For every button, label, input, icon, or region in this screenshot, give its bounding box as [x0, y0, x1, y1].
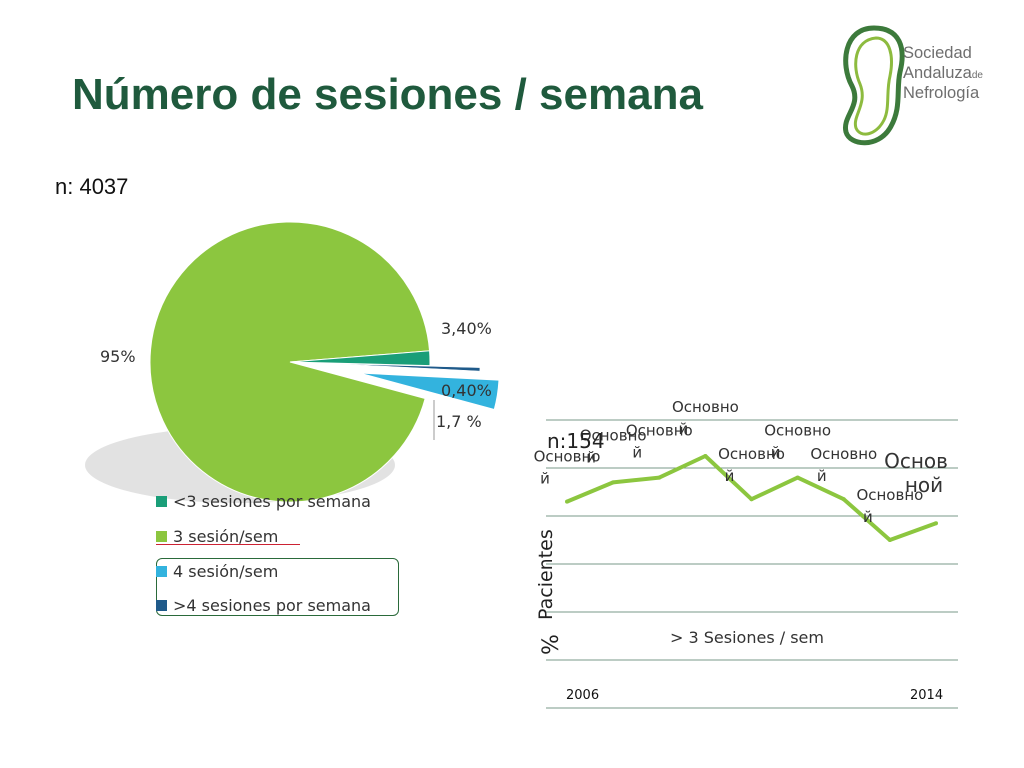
- line-point: [565, 499, 569, 504]
- pie-slice-eq4: [359, 372, 500, 411]
- y-axis-label: Pacientes: [535, 529, 557, 620]
- pie-slice-gt4: [339, 363, 481, 372]
- pie-slice-eq3: [149, 221, 431, 503]
- y-axis-symbol: %: [539, 634, 564, 655]
- logo-text-line3: Nefrología: [903, 84, 980, 102]
- x-axis-start-label: 2006: [566, 688, 599, 703]
- page-title: Número de sesiones / semana: [72, 70, 703, 119]
- line-point: [749, 497, 754, 502]
- pie-slice-lt3: [289, 350, 431, 367]
- legend-item-gt4: >4 sesiones por semana: [156, 594, 371, 616]
- legend-underline: [156, 544, 300, 545]
- x-axis-end-label: 2014: [910, 688, 943, 703]
- line-point: [934, 521, 938, 526]
- legend-swatch: [156, 565, 167, 577]
- series-label: > 3 Sesiones / sem: [670, 628, 824, 647]
- line-point: [657, 475, 662, 480]
- line-point: [703, 454, 708, 458]
- legend-item-eq3: 3 sesión/sem: [156, 525, 278, 547]
- line-point: [611, 480, 616, 485]
- pie-sample-size: n: 4037: [55, 174, 129, 199]
- pie-label-eq3: 95%: [100, 347, 136, 366]
- line-point: [887, 538, 892, 542]
- legend-item-lt3: <3 sesiones por semana: [156, 490, 371, 512]
- pie-label-eq4: 3,40%: [441, 319, 492, 338]
- logo-text-line1: Sociedad: [903, 44, 972, 62]
- legend-swatch: [156, 530, 167, 542]
- line-point: [795, 475, 800, 480]
- legend-item-eq4: 4 sesión/sem: [156, 560, 278, 582]
- logo-text-line2: Andaluzade: [903, 64, 983, 82]
- logo: Sociedad Andaluzade Nefrología: [838, 20, 1013, 150]
- line-point: [841, 497, 846, 502]
- legend-swatch: [156, 495, 167, 507]
- legend-highlight-box: [156, 558, 399, 616]
- pie-label-gt4: 0,40%: [441, 381, 492, 400]
- line-sample-size: n:154: [547, 429, 605, 453]
- pie-label-lt3: 1,7 %: [436, 412, 482, 431]
- logo-mark-icon: [843, 25, 905, 146]
- legend-swatch: [156, 599, 167, 611]
